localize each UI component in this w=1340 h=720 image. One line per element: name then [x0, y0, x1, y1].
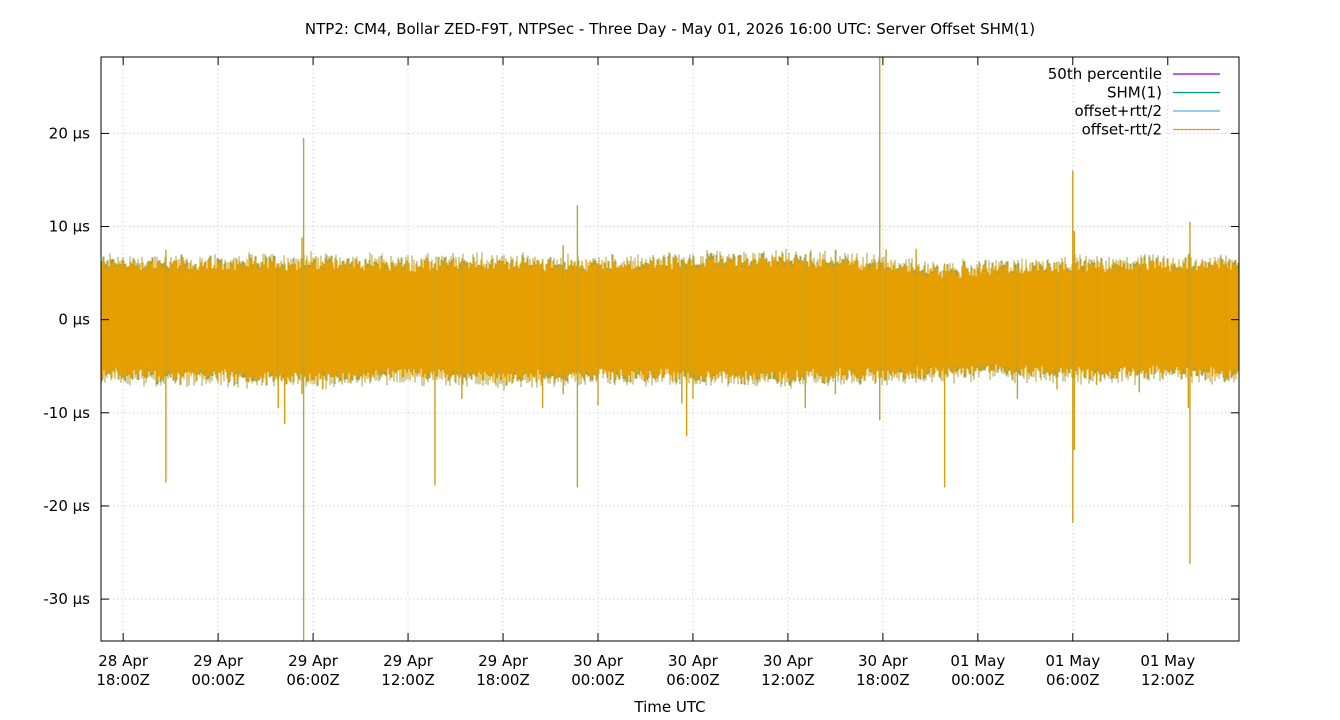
x-tick-label-time: 18:00Z: [96, 671, 150, 689]
legend-label: offset-rtt/2: [1082, 121, 1162, 139]
x-tick-label-time: 12:00Z: [1141, 671, 1195, 689]
x-tick-label-time: 00:00Z: [571, 671, 625, 689]
x-tick-label-date: 29 Apr: [383, 652, 434, 670]
x-tick-label-time: 12:00Z: [761, 671, 815, 689]
x-tick-label-time: 18:00Z: [476, 671, 530, 689]
x-tick-label-time: 00:00Z: [951, 671, 1005, 689]
x-axis-label: Time UTC: [633, 698, 705, 716]
x-tick-label-date: 30 Apr: [763, 652, 814, 670]
chart-title: NTP2: CM4, Bollar ZED-F9T, NTPSec - Thre…: [305, 20, 1035, 38]
y-tick-label: -20 µs: [43, 497, 90, 515]
legend-label: 50th percentile: [1048, 65, 1162, 83]
y-tick-label: -30 µs: [43, 590, 90, 608]
x-tick-label-date: 29 Apr: [288, 652, 339, 670]
offset-data: [101, 57, 1239, 641]
offset-band: [101, 255, 1239, 384]
x-tick-label-time: 06:00Z: [286, 671, 340, 689]
plot-frame: [100, 56, 1240, 642]
x-tick-label-date: 30 Apr: [573, 652, 624, 670]
x-tick-label-time: 18:00Z: [856, 671, 910, 689]
x-tick-label-date: 01 May: [950, 652, 1005, 670]
x-tick-label-date: 30 Apr: [858, 652, 909, 670]
y-tick-labels: 20 µs 10 µs 0 µs -10 µs -20 µs -30 µs: [43, 124, 90, 608]
x-tick-label-date: 30 Apr: [668, 652, 719, 670]
axis-ticks: [101, 57, 1239, 641]
x-tick-label-time: 12:00Z: [381, 671, 435, 689]
y-tick-label: 20 µs: [49, 124, 90, 142]
y-tick-label: 10 µs: [49, 218, 90, 236]
legend-label: SHM(1): [1107, 84, 1162, 102]
x-tick-label-time: 00:00Z: [191, 671, 245, 689]
legend: 50th percentileSHM(1)offset+rtt/2offset-…: [1048, 65, 1220, 139]
offset-band-edge: [101, 248, 1239, 391]
x-tick-label-date: 28 Apr: [98, 652, 149, 670]
x-tick-label-date: 01 May: [1140, 652, 1195, 670]
x-tick-label-time: 06:00Z: [666, 671, 720, 689]
y-tick-label: -10 µs: [43, 404, 90, 422]
legend-label: offset+rtt/2: [1074, 102, 1162, 120]
x-tick-label-date: 29 Apr: [478, 652, 529, 670]
x-tick-label-time: 06:00Z: [1046, 671, 1100, 689]
y-tick-label: 0 µs: [58, 311, 90, 329]
x-tick-label-date: 29 Apr: [193, 652, 244, 670]
x-tick-label-date: 01 May: [1045, 652, 1100, 670]
